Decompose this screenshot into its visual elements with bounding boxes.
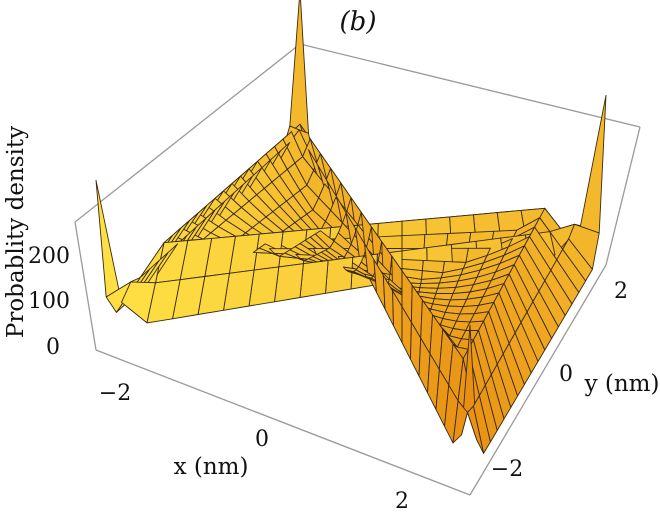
box-edge <box>95 349 471 496</box>
surface-patch <box>450 291 471 301</box>
y-axis-title: y (nm) <box>584 371 660 397</box>
bounding-box <box>74 43 641 496</box>
surface-patch <box>325 256 354 294</box>
surface-patch <box>299 260 329 298</box>
panel-label: (b) <box>340 7 377 37</box>
surface-patch <box>435 286 457 295</box>
surface-patch <box>401 234 426 249</box>
z-axis-title: Probablity density <box>3 126 29 338</box>
z-tick-label: 100 <box>28 289 70 314</box>
y-tick-label: −2 <box>491 457 523 482</box>
x-ticks: −2 0 2 <box>99 381 409 514</box>
box-edge <box>299 43 641 128</box>
z-tick-label: 200 <box>28 244 70 269</box>
surface-patch <box>574 94 607 234</box>
y-ticks: −2 0 2 <box>491 279 628 482</box>
x-tick-label: 2 <box>395 489 409 514</box>
surface-patch <box>95 179 132 303</box>
box-edge <box>74 221 97 351</box>
x-tick-label: 0 <box>255 427 269 452</box>
y-tick-label: 2 <box>614 279 628 304</box>
surface-patch <box>467 405 485 454</box>
surface <box>95 0 607 454</box>
z-ticks: 0 100 200 <box>28 244 70 360</box>
surface-patch <box>447 298 468 308</box>
x-tick-label: −2 <box>99 381 131 406</box>
x-axis-title: x (nm) <box>174 454 249 480</box>
box-edge <box>74 43 301 223</box>
box-edge <box>605 126 641 266</box>
surface-patch <box>146 279 181 324</box>
y-tick-label: 0 <box>559 362 573 387</box>
z-tick-label: 0 <box>46 335 60 360</box>
box-edge <box>469 264 607 496</box>
surface-patch <box>289 0 309 134</box>
